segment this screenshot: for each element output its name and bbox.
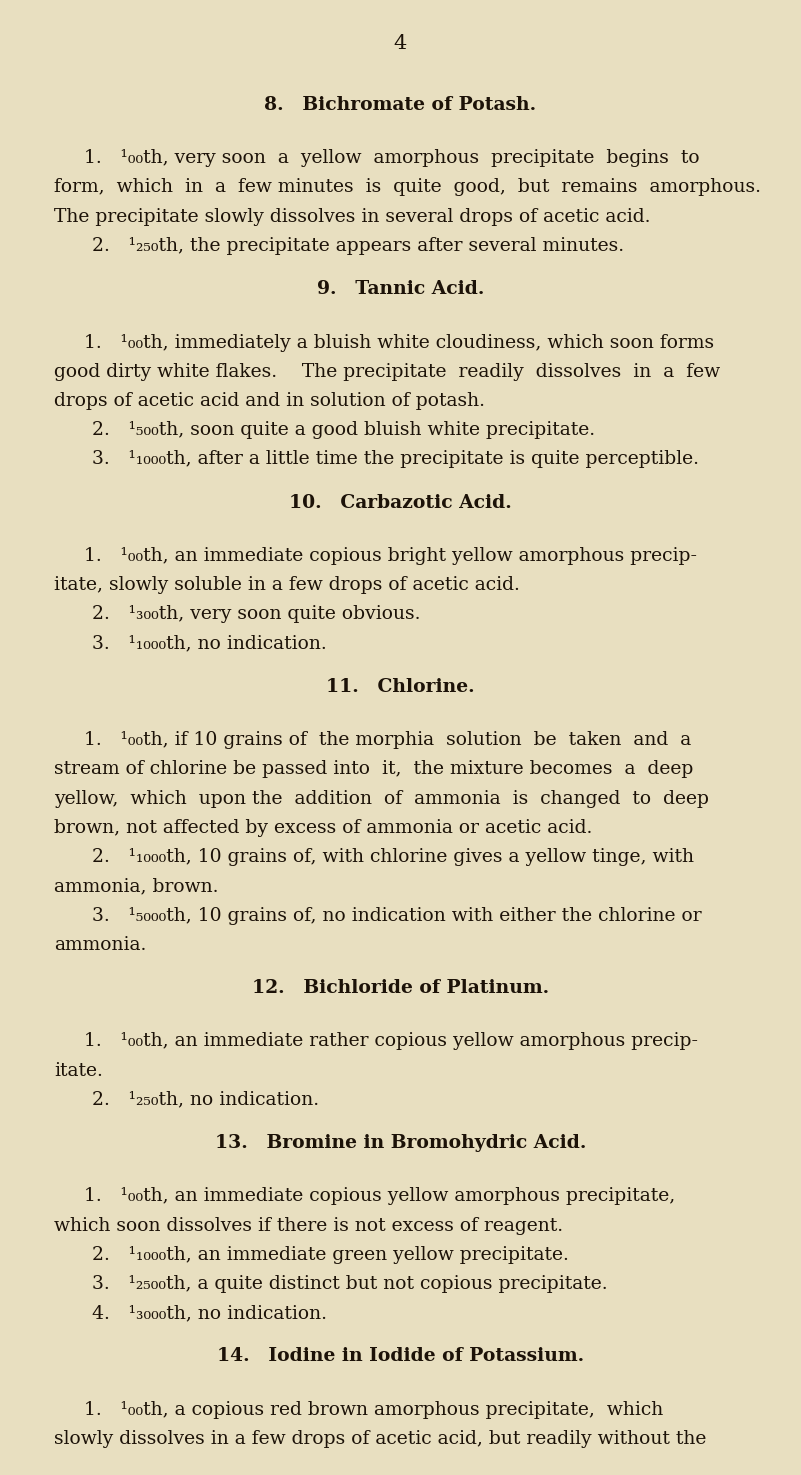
Text: 2. ¹₂₅₀th, the precipitate appears after several minutes.: 2. ¹₂₅₀th, the precipitate appears after… [92,237,624,255]
Text: 14. Iodine in Iodide of Potassium.: 14. Iodine in Iodide of Potassium. [217,1348,584,1366]
Text: 2. ¹₁₀₀₀th, an immediate green yellow precipitate.: 2. ¹₁₀₀₀th, an immediate green yellow pr… [92,1246,569,1264]
Text: The precipitate slowly dissolves in several drops of acetic acid.: The precipitate slowly dissolves in seve… [54,208,651,226]
Text: ammonia, brown.: ammonia, brown. [54,878,219,895]
Text: 11. Chlorine.: 11. Chlorine. [326,678,475,696]
Text: 12. Bichloride of Platinum.: 12. Bichloride of Platinum. [252,979,549,997]
Text: 1. ¹₀₀th, immediately a bluish white cloudiness, which soon forms: 1. ¹₀₀th, immediately a bluish white clo… [84,333,714,351]
Text: 9. Tannic Acid.: 9. Tannic Acid. [317,280,484,298]
Text: yellow,  which  upon the  addition  of  ammonia  is  changed  to  deep: yellow, which upon the addition of ammon… [54,789,710,808]
Text: 1. ¹₀₀th, very soon  a  yellow  amorphous  precipitate  begins  to: 1. ¹₀₀th, very soon a yellow amorphous p… [84,149,700,167]
Text: form,  which  in  a  few minutes  is  quite  good,  but  remains  amorphous.: form, which in a few minutes is quite go… [54,178,762,196]
Text: stream of chlorine be passed into  it,  the mixture becomes  a  deep: stream of chlorine be passed into it, th… [54,761,694,779]
Text: 3. ¹₅₀₀₀th, 10 grains of, no indication with either the chlorine or: 3. ¹₅₀₀₀th, 10 grains of, no indication … [92,907,702,925]
Text: 10. Carbazotic Acid.: 10. Carbazotic Acid. [289,494,512,512]
Text: 4: 4 [394,34,407,53]
Text: 2. ¹₁₀₀₀th, 10 grains of, with chlorine gives a yellow tinge, with: 2. ¹₁₀₀₀th, 10 grains of, with chlorine … [92,848,694,866]
Text: slowly dissolves in a few drops of acetic acid, but readily without the: slowly dissolves in a few drops of aceti… [54,1431,706,1448]
Text: 3. ¹₂₅₀₀th, a quite distinct but not copious precipitate.: 3. ¹₂₅₀₀th, a quite distinct but not cop… [92,1274,608,1294]
Text: 3. ¹₁₀₀₀th, after a little time the precipitate is quite perceptible.: 3. ¹₁₀₀₀th, after a little time the prec… [92,450,699,469]
Text: 2. ¹₃₀₀th, very soon quite obvious.: 2. ¹₃₀₀th, very soon quite obvious. [92,605,421,624]
Text: which soon dissolves if there is not excess of reagent.: which soon dissolves if there is not exc… [54,1217,564,1235]
Text: 2. ¹₅₀₀th, soon quite a good bluish white precipitate.: 2. ¹₅₀₀th, soon quite a good bluish whit… [92,422,595,440]
Text: ammonia.: ammonia. [54,935,147,954]
Text: 2. ¹₂₅₀th, no indication.: 2. ¹₂₅₀th, no indication. [92,1092,320,1109]
Text: 1. ¹₀₀th, a copious red brown amorphous precipitate,  which: 1. ¹₀₀th, a copious red brown amorphous … [84,1401,663,1419]
Text: 1. ¹₀₀th, an immediate copious yellow amorphous precipitate,: 1. ¹₀₀th, an immediate copious yellow am… [84,1187,675,1205]
Text: itate, slowly soluble in a few drops of acetic acid.: itate, slowly soluble in a few drops of … [54,577,521,594]
Text: 3. ¹₁₀₀₀th, no indication.: 3. ¹₁₀₀₀th, no indication. [92,634,327,652]
Text: brown, not affected by excess of ammonia or acetic acid.: brown, not affected by excess of ammonia… [54,819,593,836]
Text: 13. Bromine in Bromohydric Acid.: 13. Bromine in Bromohydric Acid. [215,1134,586,1152]
Text: 1. ¹₀₀th, an immediate rather copious yellow amorphous precip-: 1. ¹₀₀th, an immediate rather copious ye… [84,1032,698,1050]
Text: 8. Bichromate of Potash.: 8. Bichromate of Potash. [264,96,537,114]
Text: itate.: itate. [54,1062,103,1080]
Text: good dirty white flakes.  The precipitate  readily  dissolves  in  a  few: good dirty white flakes. The precipitate… [54,363,721,381]
Text: 1. ¹₀₀th, if 10 grains of  the morphia  solution  be  taken  and  a: 1. ¹₀₀th, if 10 grains of the morphia so… [84,732,691,749]
Text: 4. ¹₃₀₀₀th, no indication.: 4. ¹₃₀₀₀th, no indication. [92,1304,327,1322]
Text: drops of acetic acid and in solution of potash.: drops of acetic acid and in solution of … [54,392,485,410]
Text: 1. ¹₀₀th, an immediate copious bright yellow amorphous precip-: 1. ¹₀₀th, an immediate copious bright ye… [84,547,697,565]
